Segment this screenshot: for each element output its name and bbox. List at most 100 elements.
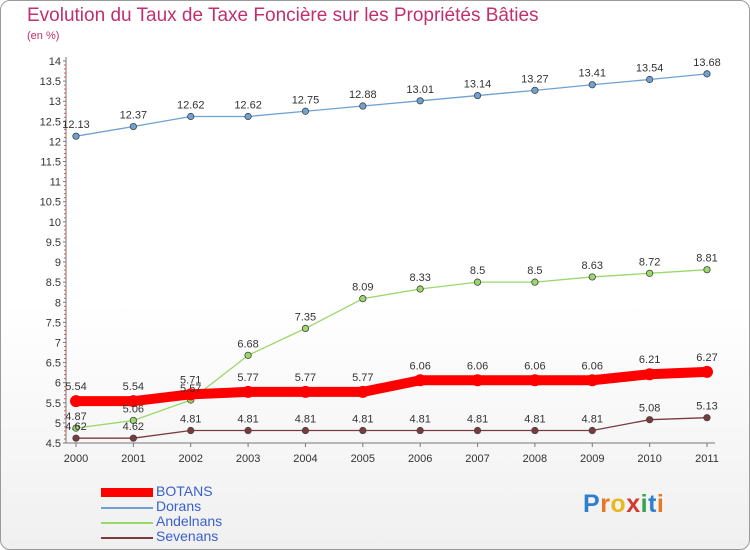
legend-label: BOTANS <box>156 483 213 499</box>
data-label-sevenans: 4.81 <box>467 414 488 426</box>
data-label-dorans: 12.13 <box>62 119 90 131</box>
y-tick-label: 6.5 <box>46 358 61 370</box>
data-point-botans <box>528 374 541 387</box>
logo-letter: t <box>648 490 657 518</box>
data-point-sevenans <box>129 434 137 442</box>
data-point-andelnans <box>588 273 596 281</box>
x-tick-label: 2005 <box>351 453 375 465</box>
data-point-andelnans <box>703 266 711 274</box>
x-tick-label: 2007 <box>465 453 489 465</box>
data-label-botans: 5.54 <box>65 381 86 393</box>
legend-label: Andelnans <box>156 513 223 529</box>
data-point-sevenans <box>301 426 310 435</box>
data-label-sevenans: 5.08 <box>639 403 660 415</box>
logo-letter: r <box>600 490 611 518</box>
data-point-andelnans <box>72 424 80 432</box>
data-point-andelnans <box>301 324 310 332</box>
data-label-botans: 5.54 <box>123 381 144 393</box>
data-label-dorans: 12.62 <box>234 99 262 111</box>
data-label-sevenans: 4.62 <box>123 421 144 433</box>
chart-axes: 4.555.566.577.588.599.51010.51111.51212.… <box>40 56 719 465</box>
y-tick-label: 12 <box>49 136 61 148</box>
x-tick-label: 2002 <box>178 453 202 465</box>
legend-item-botans: BOTANS <box>101 483 321 500</box>
data-label-sevenans: 4.81 <box>524 414 545 426</box>
data-point-sevenans <box>244 426 252 435</box>
data-point-dorans <box>72 132 80 140</box>
x-tick-label: 2011 <box>695 453 719 465</box>
data-point-sevenans <box>416 426 424 435</box>
legend-swatch <box>101 522 153 524</box>
data-point-sevenans <box>473 426 482 435</box>
data-label-dorans: 13.54 <box>636 62 664 74</box>
legend-swatch <box>101 488 153 497</box>
data-point-dorans <box>473 91 482 100</box>
data-label-botans: 5.77 <box>295 372 316 384</box>
data-point-dorans <box>646 75 654 84</box>
data-label-sevenans: 4.81 <box>180 414 201 426</box>
series-line-botans <box>71 366 712 407</box>
data-point-dorans <box>531 86 539 94</box>
data-label-botans: 6.06 <box>409 360 430 372</box>
y-tick-label: 11.5 <box>40 157 61 169</box>
data-label-sevenans: 5.13 <box>696 401 717 413</box>
data-point-botans <box>643 368 656 381</box>
data-label-andelnans: 6.68 <box>237 338 258 350</box>
data-point-botans <box>70 395 82 408</box>
data-point-sevenans <box>531 426 539 435</box>
data-point-sevenans <box>359 426 367 435</box>
data-point-andelnans <box>129 416 137 425</box>
x-tick-label: 2000 <box>64 453 88 465</box>
data-point-sevenans <box>703 414 711 422</box>
data-point-andelnans <box>531 278 539 286</box>
proxiti-logo: Proxiti <box>583 490 664 519</box>
data-point-sevenans <box>588 426 596 435</box>
y-tick-label: 5 <box>55 418 61 430</box>
data-label-dorans: 12.88 <box>349 89 377 101</box>
data-label-andelnans: 8.81 <box>696 253 717 265</box>
data-point-andelnans <box>359 295 367 303</box>
logo-letter: P <box>583 490 601 518</box>
data-point-sevenans <box>187 426 195 435</box>
data-point-botans <box>299 385 312 398</box>
data-label-dorans: 13.27 <box>521 73 549 85</box>
data-label-botans: 5.77 <box>237 372 258 384</box>
data-point-dorans <box>588 81 596 89</box>
data-label-dorans: 13.68 <box>693 57 721 69</box>
logo-letter: o <box>610 490 627 518</box>
x-tick-label: 2010 <box>637 453 661 465</box>
data-point-dorans <box>244 112 252 121</box>
data-label-andelnans: 8.33 <box>409 272 430 284</box>
data-label-botans: 6.06 <box>582 360 603 372</box>
y-tick-label: 8.5 <box>46 277 61 289</box>
chart-data-labels: 5.54 5.54 5.71 5.77 5.77 5.77 6.06 6.06 6.06 6.06… <box>62 57 721 433</box>
data-label-sevenans: 4.81 <box>352 414 373 426</box>
legend-item-andelnans: Andelnans <box>101 513 321 530</box>
data-point-dorans <box>301 107 310 115</box>
data-label-dorans: 12.37 <box>120 110 148 122</box>
data-label-sevenans: 4.62 <box>65 421 86 433</box>
data-label-sevenans: 4.81 <box>409 414 430 426</box>
x-tick-label: 2003 <box>236 453 260 465</box>
data-label-andelnans: 5.06 <box>123 403 144 415</box>
data-point-dorans <box>416 97 424 105</box>
y-tick-label: 10 <box>49 217 61 229</box>
data-label-andelnans: 8.09 <box>352 282 373 294</box>
data-point-andelnans <box>646 269 654 277</box>
series-line-andelnans <box>75 269 708 429</box>
y-tick-label: 13.5 <box>40 76 61 88</box>
y-tick-label: 5.5 <box>46 398 61 410</box>
y-tick-label: 13 <box>49 96 61 108</box>
chart-subtitle: (en %) <box>27 30 60 42</box>
data-label-botans: 6.21 <box>639 354 660 366</box>
logo-letter: i <box>656 490 665 518</box>
data-point-dorans <box>187 112 195 121</box>
y-tick-label: 11 <box>50 177 61 189</box>
x-tick-label: 2006 <box>408 453 432 465</box>
y-tick-label: 7 <box>55 337 61 349</box>
logo-letter: i <box>640 490 649 518</box>
legend-item-sevenans: Sevenans <box>101 528 321 545</box>
chart-series <box>70 70 713 442</box>
legend-swatch <box>101 537 153 539</box>
